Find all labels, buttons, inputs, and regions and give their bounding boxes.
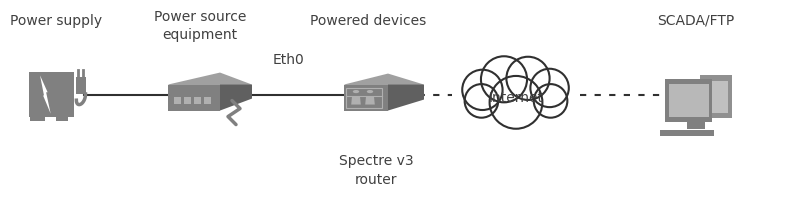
- Bar: [76, 77, 86, 94]
- Polygon shape: [40, 75, 50, 114]
- Text: Spectre v3: Spectre v3: [338, 154, 414, 168]
- Bar: [194, 97, 202, 104]
- Text: Eth0: Eth0: [272, 53, 304, 67]
- Bar: [660, 130, 714, 136]
- Text: Internet: Internet: [489, 91, 543, 106]
- Ellipse shape: [366, 90, 373, 93]
- Ellipse shape: [465, 84, 498, 118]
- Bar: [346, 87, 382, 108]
- Bar: [30, 117, 46, 121]
- Polygon shape: [344, 73, 424, 96]
- Bar: [703, 81, 728, 113]
- Text: router: router: [354, 173, 398, 187]
- Text: SCADA/FTP: SCADA/FTP: [658, 14, 734, 28]
- Polygon shape: [365, 97, 374, 105]
- Ellipse shape: [481, 56, 527, 102]
- Polygon shape: [168, 72, 252, 97]
- Polygon shape: [699, 75, 732, 118]
- Bar: [669, 84, 709, 116]
- Polygon shape: [351, 97, 361, 105]
- Text: Powered devices: Powered devices: [310, 14, 426, 28]
- Polygon shape: [666, 79, 712, 122]
- Text: Power supply: Power supply: [10, 14, 102, 28]
- Bar: [29, 72, 74, 117]
- Ellipse shape: [462, 70, 502, 110]
- Text: Power source: Power source: [154, 10, 246, 24]
- Bar: [174, 97, 182, 104]
- Polygon shape: [220, 85, 252, 111]
- Polygon shape: [344, 85, 388, 111]
- Ellipse shape: [534, 84, 567, 118]
- Bar: [184, 97, 191, 104]
- Ellipse shape: [530, 69, 569, 107]
- Ellipse shape: [490, 76, 542, 129]
- Polygon shape: [168, 85, 220, 111]
- Bar: [56, 117, 68, 121]
- Bar: [687, 121, 705, 129]
- Text: equipment: equipment: [162, 28, 238, 42]
- Ellipse shape: [506, 57, 550, 100]
- Polygon shape: [388, 85, 424, 111]
- Ellipse shape: [353, 90, 359, 93]
- Bar: [204, 97, 211, 104]
